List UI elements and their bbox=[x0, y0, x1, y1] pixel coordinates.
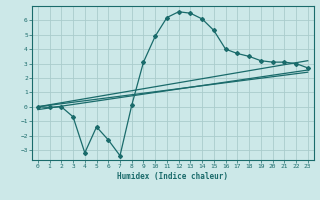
X-axis label: Humidex (Indice chaleur): Humidex (Indice chaleur) bbox=[117, 172, 228, 181]
